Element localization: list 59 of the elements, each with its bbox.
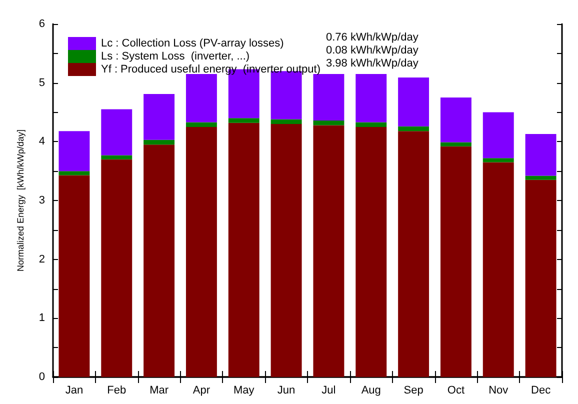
bar — [398, 131, 430, 377]
bar — [313, 74, 344, 120]
bar — [144, 144, 175, 377]
annotation: 3.98 kWh/kWp/day — [326, 58, 419, 70]
bar — [101, 159, 132, 377]
bar — [482, 158, 514, 162]
x-tick-label: Nov — [488, 384, 509, 396]
x-tick-label: Jun — [277, 384, 296, 396]
bar — [525, 180, 556, 377]
y-axis-title: Normalized Energy [kWh/kWp/day] — [16, 129, 26, 272]
bar — [228, 118, 260, 123]
bar — [525, 134, 556, 176]
y-tick-label: 0 — [38, 371, 45, 383]
bar — [101, 155, 132, 160]
bar — [58, 175, 90, 377]
bar — [440, 142, 472, 146]
y-tick-label: 6 — [38, 18, 45, 30]
bar — [356, 126, 387, 377]
legend-label: Ls : System Loss (inverter, ...) — [101, 50, 250, 62]
x-tick-label: May — [233, 384, 255, 396]
y-tick-label: 4 — [38, 136, 45, 148]
bar — [525, 176, 556, 180]
bar — [58, 171, 90, 176]
x-tick-label: Sep — [404, 384, 424, 396]
bar — [398, 126, 430, 132]
annotation: 0.08 kWh/kWp/day — [326, 44, 419, 56]
bar — [482, 112, 514, 158]
bar — [313, 125, 344, 377]
bar — [440, 146, 472, 377]
legend-label: Lc : Collection Loss (PV-array losses) — [101, 38, 284, 50]
bar — [270, 119, 302, 124]
y-tick-label: 3 — [38, 194, 45, 206]
x-tick-label: Jul — [322, 384, 336, 396]
bar — [101, 109, 132, 156]
bar — [58, 131, 90, 172]
x-tick-label: Jan — [65, 384, 84, 396]
bar — [144, 94, 175, 140]
bar — [186, 126, 217, 377]
bar — [398, 78, 430, 126]
bar — [186, 122, 217, 127]
bar — [482, 162, 514, 377]
x-tick-label: Dec — [531, 384, 552, 396]
bar — [313, 120, 344, 126]
y-tick-label: 2 — [38, 253, 45, 266]
bar — [356, 74, 387, 122]
annotation: 0.76 kWh/kWp/day — [326, 32, 419, 44]
y-tick-label: 1 — [38, 312, 45, 324]
bar — [270, 124, 302, 377]
bar — [440, 98, 472, 142]
x-tick-label: Mar — [150, 384, 169, 396]
bar — [144, 140, 175, 145]
y-tick-label: 5 — [38, 76, 45, 89]
x-tick-label: Feb — [107, 384, 126, 396]
bar — [186, 74, 217, 122]
x-tick-label: Apr — [192, 384, 210, 396]
x-tick-label: Oct — [447, 384, 465, 396]
bar — [228, 122, 260, 377]
x-tick-label: Aug — [361, 384, 381, 396]
bar — [356, 122, 387, 127]
